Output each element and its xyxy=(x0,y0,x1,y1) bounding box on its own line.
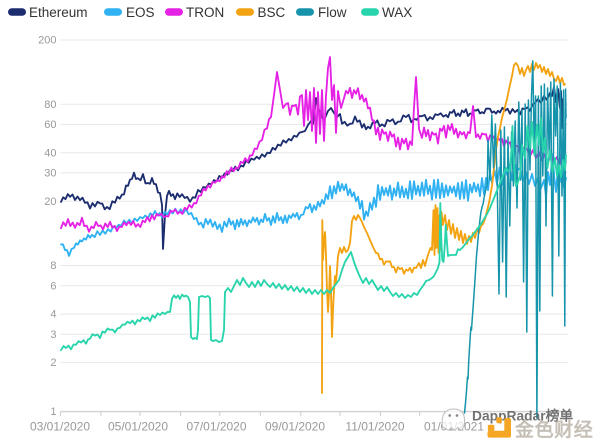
svg-text:3: 3 xyxy=(50,329,56,341)
svg-text:EOS: EOS xyxy=(126,5,155,20)
svg-text:6: 6 xyxy=(50,280,56,292)
svg-text:Ethereum: Ethereum xyxy=(29,5,88,20)
svg-text:4: 4 xyxy=(50,309,56,321)
svg-text:TRON: TRON xyxy=(186,5,224,20)
svg-text:60: 60 xyxy=(44,119,56,131)
svg-text:WAX: WAX xyxy=(382,5,412,20)
svg-text:20: 20 xyxy=(44,196,56,208)
svg-text:40: 40 xyxy=(44,147,56,159)
svg-text:11/01/2020: 11/01/2020 xyxy=(345,420,404,434)
svg-text:200: 200 xyxy=(38,35,56,47)
svg-text:金色财经: 金色财经 xyxy=(514,418,593,441)
svg-text:1: 1 xyxy=(50,406,56,418)
svg-text:BSC: BSC xyxy=(258,5,286,20)
svg-text:2: 2 xyxy=(50,357,56,369)
svg-text:09/01/2020: 09/01/2020 xyxy=(265,420,325,434)
svg-text:03/01/2020: 03/01/2020 xyxy=(30,420,90,434)
svg-text:07/01/2020: 07/01/2020 xyxy=(186,420,246,434)
svg-text:05/01/2020: 05/01/2020 xyxy=(108,420,168,434)
svg-text:80: 80 xyxy=(44,99,56,111)
svg-text:30: 30 xyxy=(44,168,56,180)
svg-text:Flow: Flow xyxy=(318,5,347,20)
svg-text:8: 8 xyxy=(50,260,56,272)
